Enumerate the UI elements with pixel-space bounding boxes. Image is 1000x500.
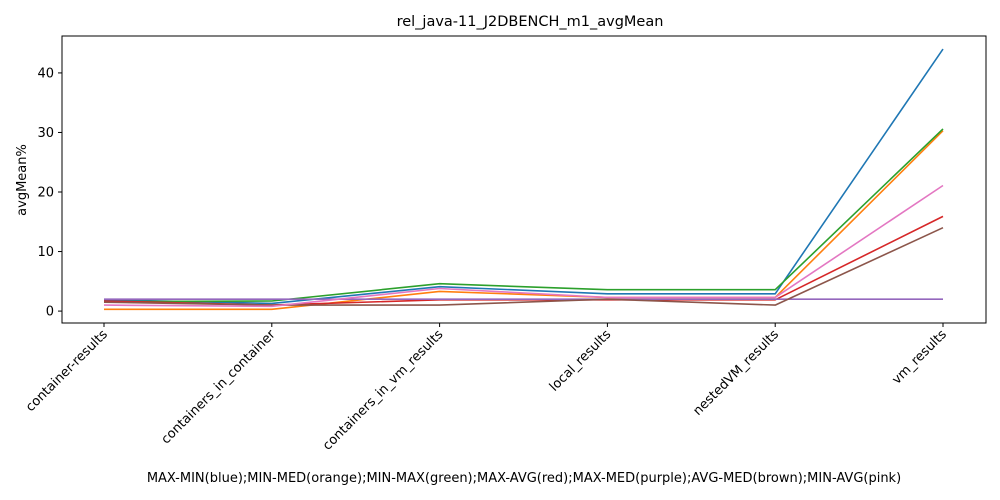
series-line-3 [103, 215, 944, 306]
y-tick-label: 40 [37, 66, 54, 81]
x-tick-label: nestedVM_results [690, 327, 782, 419]
series-line-2 [103, 128, 944, 303]
y-tick-label: 0 [46, 305, 54, 320]
x-tick-label: vm_results [889, 327, 950, 388]
series-line-0 [103, 48, 944, 305]
y-tick-label: 20 [37, 186, 54, 201]
series-line-5 [103, 226, 944, 306]
chart-title: rel_java-11_J2DBENCH_m1_avgMean [397, 14, 664, 30]
y-axis: 0 10 20 30 40 [37, 66, 62, 320]
series-line-1 [104, 130, 944, 311]
y-tick-label: 30 [37, 126, 54, 141]
x-tick-label: containers_in_container [159, 327, 280, 448]
x-axis: container-results containers_in_container… [23, 323, 950, 454]
y-tick-label: 10 [37, 245, 54, 260]
series-line-6 [103, 184, 944, 308]
x-tick-label: local_results [547, 327, 615, 395]
x-tick-label: container-results [23, 327, 111, 415]
plot-lines [103, 48, 944, 311]
x-axis-label: MAX-MIN(blue);MIN-MED(orange);MIN-MAX(gr… [147, 471, 901, 486]
plot-frame [61, 35, 987, 324]
x-tick-label: containers_in_vm_results [320, 327, 446, 453]
y-axis-label: avgMean% [15, 144, 30, 216]
